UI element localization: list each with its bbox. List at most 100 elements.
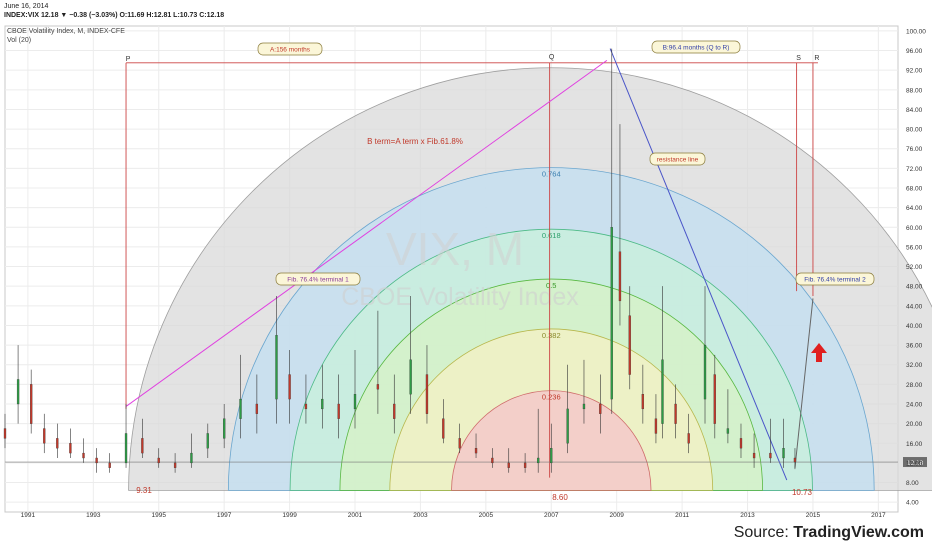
candle-body	[108, 462, 111, 468]
candle-body	[206, 433, 209, 449]
y-tick-label: 4.00	[906, 500, 919, 507]
candle-body	[523, 462, 527, 468]
candle-body	[321, 398, 324, 410]
point-p-label: P	[126, 56, 131, 63]
resistance-line	[609, 48, 788, 481]
y-tick-label: 68.00	[906, 186, 923, 193]
candle-body	[599, 403, 602, 414]
y-tick-label: 24.00	[906, 402, 923, 409]
volume-label: Vol (20)	[7, 37, 32, 44]
resistance-label: resistance line	[657, 157, 699, 164]
fib-level-label: 0.5	[546, 281, 556, 290]
terminal2-label-box	[795, 272, 875, 286]
candle-body	[393, 403, 396, 419]
price-tag-box	[903, 457, 927, 468]
candle-body	[82, 452, 85, 459]
candle-body	[610, 227, 613, 400]
candle-body	[618, 251, 622, 302]
point-r-label: R	[814, 55, 819, 62]
candle-body	[376, 384, 380, 390]
candle-body	[353, 394, 357, 410]
y-tick-label: 96.00	[906, 48, 923, 55]
x-tick-label: 2005	[479, 512, 494, 519]
fib-level-label: 0.618	[542, 231, 561, 240]
candle-body	[288, 374, 291, 400]
low-1993-label: 9.31	[136, 486, 152, 495]
price-tag: 12.18	[907, 460, 924, 467]
fib-level-label: 0.236	[542, 393, 561, 402]
candle-body	[16, 379, 20, 405]
candle-body	[239, 398, 242, 419]
y-tick-label: 56.00	[906, 244, 923, 251]
y-tick-label: 8.00	[906, 480, 919, 487]
point-q-label: Q	[549, 54, 555, 61]
candle-body	[674, 403, 677, 424]
fib-level-label: 0.764	[542, 169, 561, 178]
candle-body	[442, 418, 445, 439]
terminal1-label-box	[275, 272, 361, 286]
watermark-symbol: VIX, M	[386, 223, 524, 275]
y-tick-label: 76.00	[906, 146, 923, 153]
candle-body	[752, 452, 756, 459]
candle-body	[654, 418, 658, 434]
tradingview-brand: TradingView.com	[793, 524, 924, 541]
candle-body	[739, 438, 743, 449]
x-tick-label: 2013	[740, 512, 755, 519]
projection-line	[794, 298, 814, 468]
quote-line: INDEX:VIX 12.18 ▼ −0.38 (−3.03%) O:11.69…	[4, 12, 225, 19]
x-tick-label: 2009	[609, 512, 624, 519]
candle-body	[255, 403, 259, 414]
x-tick-label: 1997	[217, 512, 232, 519]
symbol-title: CBOE Volatility Index, M, INDEX-CFE	[7, 28, 125, 35]
fib-level-label: 0.382	[542, 331, 561, 340]
b-term-label-box	[651, 40, 741, 54]
footer: Source: TradingView.com	[0, 520, 932, 550]
candle-body	[769, 452, 772, 459]
y-tick-label: 72.00	[906, 166, 923, 173]
y-tick-label: 16.00	[906, 441, 923, 448]
candle-body	[566, 408, 569, 444]
x-tick-label: 2007	[544, 512, 559, 519]
candle-body	[726, 428, 730, 434]
candle-body	[275, 335, 278, 400]
candle-body	[337, 403, 340, 419]
candle-body	[474, 448, 478, 454]
candle-body	[3, 428, 7, 439]
b-formula-label: B term=A term x Fib.61.8%	[367, 137, 463, 146]
candle-body	[550, 448, 553, 464]
y-tick-label: 80.00	[906, 127, 923, 134]
x-tick-label: 2015	[806, 512, 821, 519]
candle-body	[491, 457, 494, 464]
x-tick-label: 1999	[282, 512, 297, 519]
x-tick-label: 2011	[675, 512, 689, 519]
candle-body	[223, 418, 226, 439]
watermark-name: CBOE Volatility Index	[341, 283, 579, 311]
y-tick-label: 36.00	[906, 343, 923, 350]
y-tick-label: 40.00	[906, 323, 923, 330]
b-term-label: B:96.4 months (Q to R)	[663, 45, 730, 52]
y-tick-label: 60.00	[906, 225, 923, 232]
y-tick-label: 100.00	[906, 28, 926, 35]
candle-body	[582, 403, 586, 410]
candle-body	[43, 428, 46, 444]
candle-body	[537, 457, 540, 464]
chart-date: June 16, 2014	[4, 3, 49, 10]
candle-body	[141, 438, 144, 454]
x-tick-label: 1993	[86, 512, 101, 519]
x-tick-label: 1995	[152, 512, 167, 519]
candle-body	[304, 403, 308, 410]
y-tick-label: 48.00	[906, 284, 923, 291]
x-tick-label: 1991	[21, 512, 36, 519]
a-term-label: A:156 months	[270, 47, 311, 54]
candle-body	[507, 462, 510, 468]
x-tick-label: 2001	[348, 512, 363, 519]
candle-body	[56, 438, 59, 449]
candle-body	[782, 448, 785, 459]
candle-body	[713, 374, 716, 424]
watermark: VIX, M CBOE Volatility Index	[341, 223, 579, 311]
candle-body	[641, 394, 645, 410]
resistance-label-box	[649, 152, 706, 166]
y-tick-label: 12.00	[906, 460, 923, 467]
candle-body	[628, 315, 631, 375]
y-tick-label: 92.00	[906, 68, 923, 75]
